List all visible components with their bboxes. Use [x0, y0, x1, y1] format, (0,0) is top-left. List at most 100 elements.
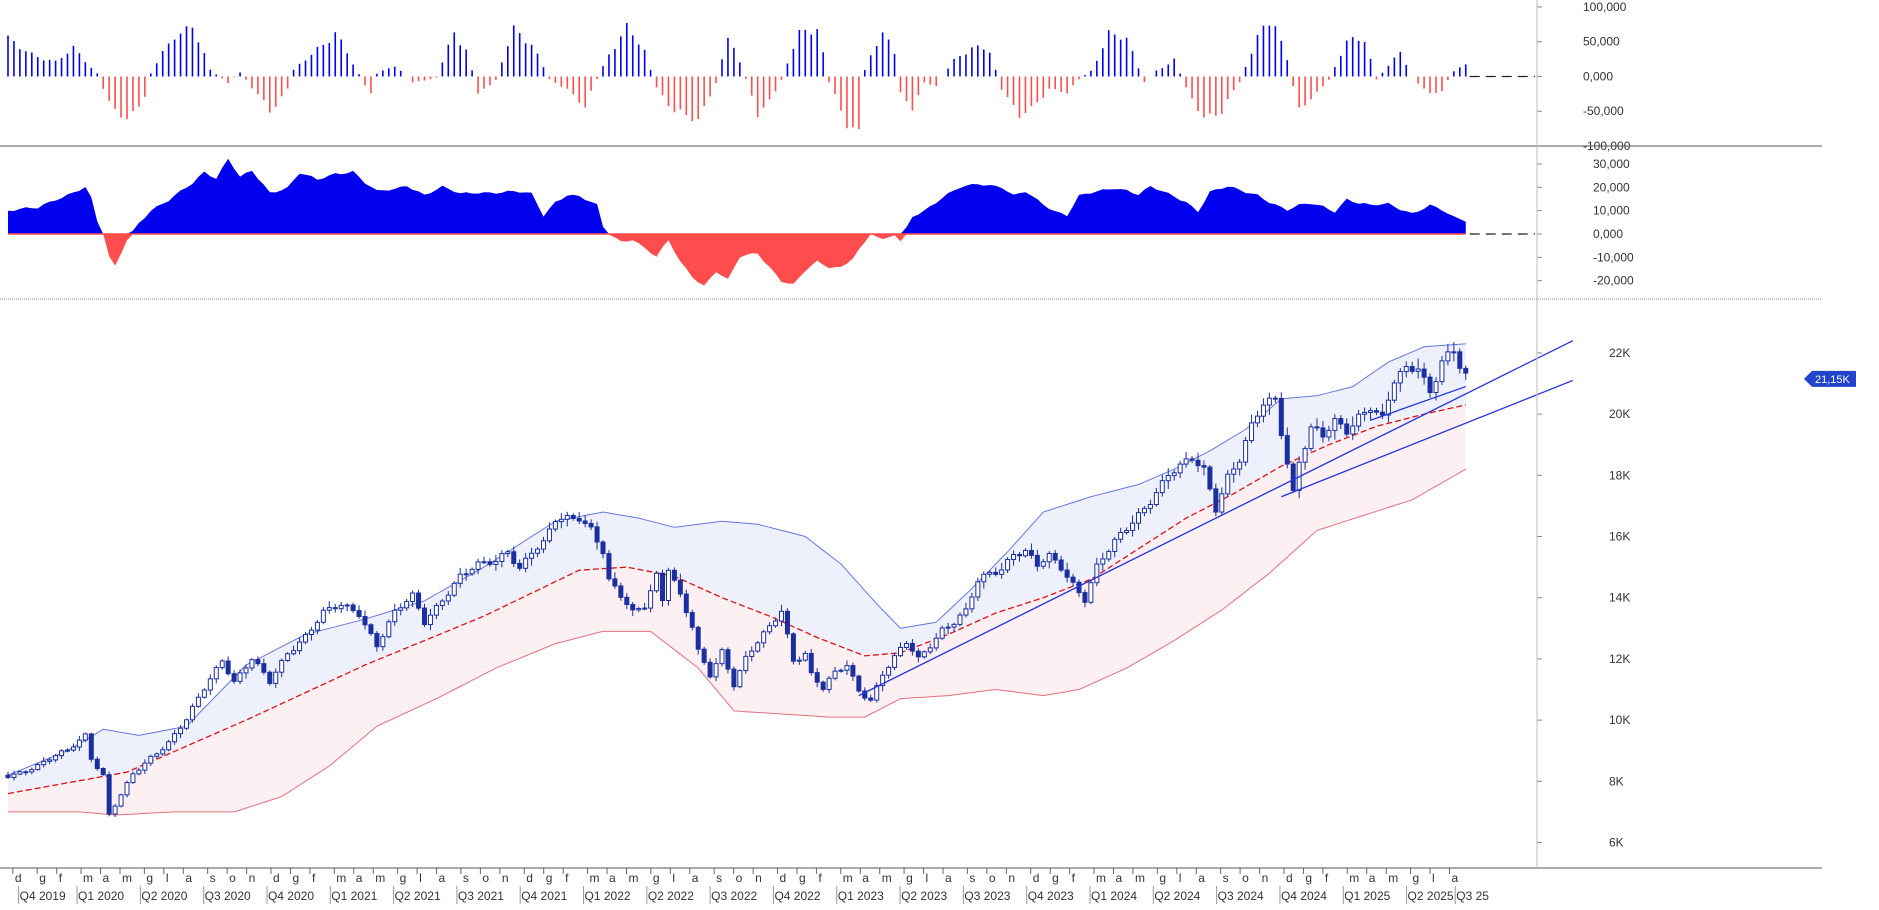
quarter-label: Q1 2024: [1091, 889, 1137, 903]
last-price-tag-background: [1804, 370, 1856, 387]
candle-down: [1207, 466, 1213, 490]
candle-up: [939, 627, 945, 639]
candle-up: [17, 771, 23, 775]
month-label: n: [249, 871, 256, 885]
candle-up: [1147, 504, 1153, 509]
candle-up: [41, 760, 47, 766]
quarter-label: Q4 2020: [268, 889, 314, 903]
candle-up: [29, 769, 35, 773]
candle-down: [362, 616, 368, 626]
price-tick-label: 10K: [1609, 713, 1630, 727]
candle-down: [582, 520, 588, 524]
candle-down: [106, 774, 112, 815]
candle-up: [166, 741, 172, 751]
candle-up: [1326, 429, 1332, 438]
month-label: f: [565, 871, 569, 885]
candle-up: [749, 650, 755, 657]
candle-up: [1308, 426, 1314, 450]
last-price-tag[interactable]: 21,15K: [1804, 370, 1856, 387]
month-label: d: [1033, 871, 1040, 885]
candle-up: [499, 553, 505, 562]
candle-up: [481, 561, 487, 564]
quarter-label: Q2 2024: [1154, 889, 1200, 903]
candle-up: [999, 569, 1005, 575]
price-tick-label: 22K: [1609, 346, 1630, 360]
oscillator-y-axis: 30,000 20,000 10,000 0,000 -10,000 -20,000: [1537, 157, 1634, 288]
candle-down: [88, 733, 94, 760]
candle-up: [112, 805, 118, 815]
month-label: m: [375, 871, 385, 885]
month-label: a: [1452, 871, 1459, 885]
candle-up: [1088, 582, 1094, 603]
candle-up: [1011, 554, 1017, 560]
candle-down: [1320, 427, 1326, 438]
candle-down: [225, 660, 231, 675]
candle-up: [201, 689, 207, 698]
candle-down: [1082, 592, 1088, 603]
candle-up: [475, 561, 481, 570]
candle-down: [570, 515, 576, 519]
candle-up: [380, 636, 386, 648]
month-label: g: [799, 871, 806, 885]
candle-up: [11, 773, 17, 778]
candle-up: [1171, 472, 1177, 477]
candle-down: [261, 663, 267, 673]
month-label: s: [716, 871, 722, 885]
candle-up: [1022, 549, 1028, 557]
candle-up: [148, 755, 154, 764]
candle-down: [1457, 351, 1463, 369]
candle-down: [356, 610, 362, 618]
candle-up: [297, 641, 303, 652]
oscillator-positive-area: [8, 158, 1466, 234]
trendline: [858, 340, 1574, 697]
candle-down: [790, 633, 796, 662]
candle-down: [1278, 397, 1284, 437]
candle-up: [523, 557, 529, 569]
candle-up: [1118, 531, 1124, 540]
candle-down: [808, 652, 814, 674]
candle-down: [416, 592, 422, 609]
quarter-label: Q2 2025: [1408, 889, 1454, 903]
quarter-label: Q2 2021: [395, 889, 441, 903]
month-label: f: [1072, 871, 1076, 885]
month-label: l: [1432, 871, 1435, 885]
histogram-tick-label: 0,000: [1583, 69, 1613, 83]
candle-down: [1028, 549, 1034, 556]
candle-up: [82, 733, 88, 741]
candle-up: [737, 670, 743, 688]
candle-down: [255, 659, 261, 665]
candle-up: [285, 653, 291, 661]
candle-up: [445, 594, 451, 602]
month-label: m: [1349, 871, 1359, 885]
candle-up: [558, 518, 564, 523]
month-label: s: [969, 871, 975, 885]
candle-up: [1368, 410, 1374, 413]
candle-down: [695, 626, 701, 650]
month-label: f: [59, 871, 63, 885]
month-label: l: [1179, 871, 1182, 885]
candle-down: [267, 671, 273, 684]
quarter-label: Q1 2021: [331, 889, 377, 903]
candle-up: [975, 581, 981, 598]
candle-down: [707, 661, 713, 678]
candle-up: [154, 753, 160, 757]
candle-down: [1272, 397, 1278, 400]
candle-up: [1237, 461, 1243, 470]
candle-down: [1427, 376, 1433, 394]
candle-up: [1219, 493, 1225, 513]
oscillator-negative-area: [8, 234, 1466, 286]
middle-band-line: [7, 404, 1466, 795]
candle-up: [320, 609, 326, 623]
quarter-label: Q1 2022: [585, 889, 631, 903]
candle-up: [207, 678, 213, 691]
oscillator-tick-label: -10,000: [1593, 250, 1634, 264]
candle-up: [1165, 475, 1171, 482]
candle-up: [195, 696, 201, 707]
candle-up: [951, 623, 957, 628]
candle-up: [927, 647, 933, 653]
price-trendlines: [858, 340, 1574, 697]
oscillator-tick-label: 30,000: [1593, 157, 1630, 171]
candle-up: [898, 646, 903, 657]
price-tick-label: 12K: [1609, 652, 1630, 666]
